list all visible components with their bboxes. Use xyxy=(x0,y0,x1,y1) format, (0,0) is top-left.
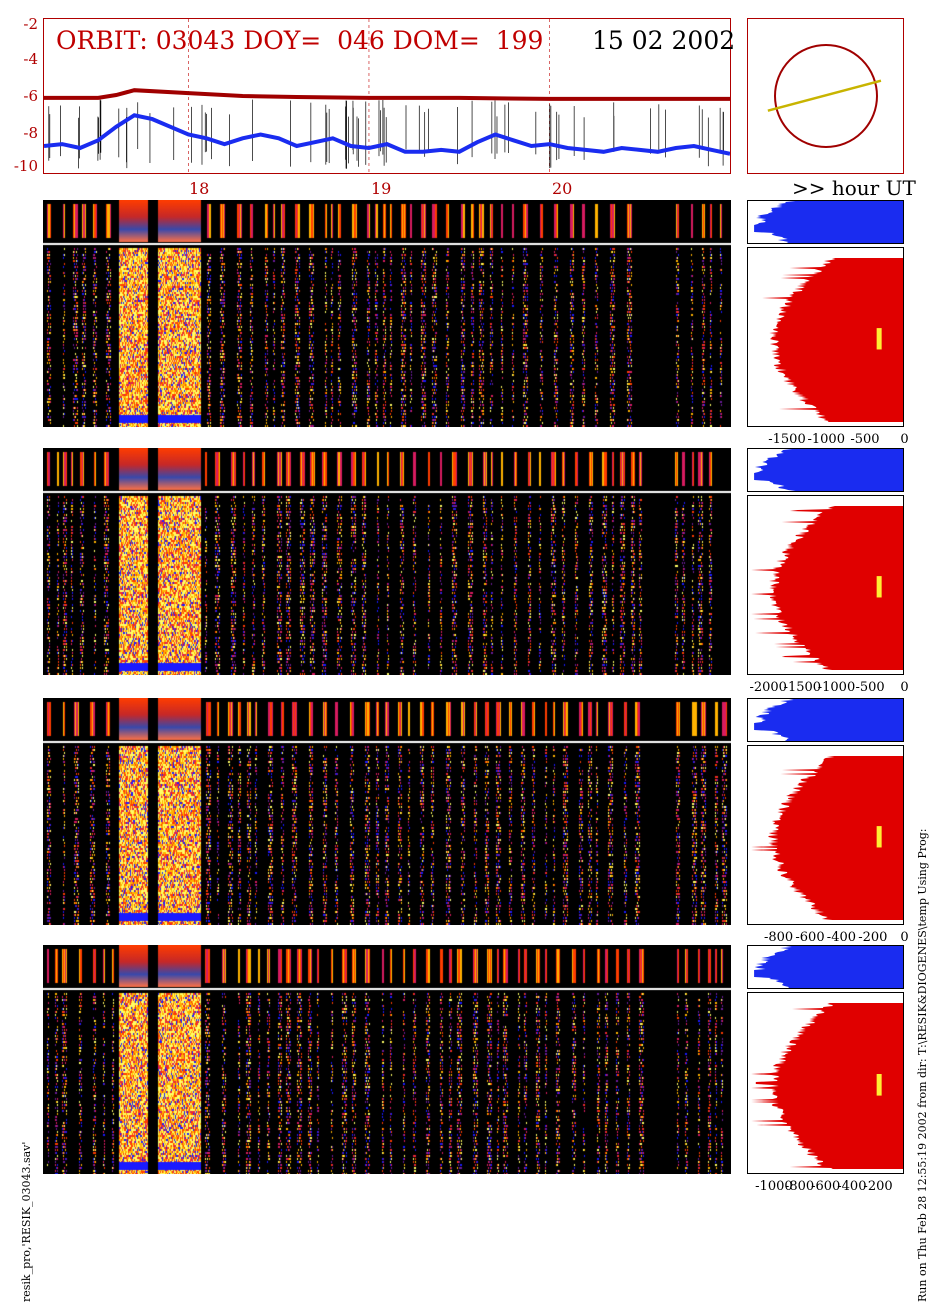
date-label: 15 02 2002 xyxy=(592,26,736,55)
yellow-marker xyxy=(876,826,882,848)
footer-left-note: resik_pro,'RESIK_03043.sav' xyxy=(20,1141,33,1302)
hist-svg xyxy=(754,699,903,741)
orbit-track xyxy=(767,79,882,112)
histogram-red xyxy=(751,756,903,920)
histogram-blue xyxy=(754,449,903,491)
side-axis-tick: -200 xyxy=(863,1179,893,1194)
histogram-red xyxy=(761,258,903,422)
orbit-svg xyxy=(767,44,882,148)
side-axis-tick: 0 xyxy=(900,432,909,447)
histogram-blue xyxy=(754,946,903,988)
hist-svg xyxy=(751,1003,903,1169)
side-axis-tick: -1500 xyxy=(768,432,806,447)
side-hist-main-1 xyxy=(747,247,904,427)
ytick-label: -8 xyxy=(23,124,38,142)
lightcurve-series-2 xyxy=(44,113,730,156)
side-hist-main-2 xyxy=(747,495,904,675)
side-axis-tick: 0 xyxy=(900,680,909,695)
side-axis-tick: 0 xyxy=(900,930,909,945)
side-axis-tick: -500 xyxy=(850,432,880,447)
yellow-marker xyxy=(876,1074,882,1096)
orbit-title: ORBIT: 03043 DOY= 046 DOM= 199 xyxy=(56,26,544,55)
side-axis-tick: -400 xyxy=(837,1179,867,1194)
side-hist-main-3 xyxy=(747,745,904,925)
lightcurve-plot xyxy=(43,18,731,174)
side-axis-tick: -2000 xyxy=(749,680,787,695)
axis-unit-label: >> hour UT xyxy=(792,176,916,200)
side-axis-tick: -400 xyxy=(826,930,857,945)
hist-svg xyxy=(754,449,903,491)
ytick-label: -6 xyxy=(23,87,38,105)
footer-right-note: Run on Thu Feb 28 12:55:19 2002 from dir… xyxy=(916,828,929,1302)
hist-svg xyxy=(754,946,903,988)
hist-svg xyxy=(761,258,903,422)
spectrogram-canvas xyxy=(43,200,731,427)
spectrogram-panel-2 xyxy=(43,448,731,675)
yellow-marker xyxy=(876,576,882,598)
side-hist-top-2 xyxy=(747,448,904,492)
side-axis-tick: -600 xyxy=(811,1179,841,1194)
histogram-blue xyxy=(754,699,903,741)
side-axis-tick: -200 xyxy=(858,930,888,945)
histogram-red xyxy=(751,1003,903,1169)
ytick-label: -10 xyxy=(13,157,38,175)
side-hist-top-3 xyxy=(747,698,904,742)
spectrogram-canvas xyxy=(43,698,731,925)
side-axis-tick: -600 xyxy=(795,930,825,945)
spectrogram-canvas xyxy=(43,945,731,1174)
lightcurve-series-1 xyxy=(44,88,730,101)
ytick-label: -4 xyxy=(23,50,38,68)
orbit-inset xyxy=(747,18,904,174)
side-axis-tick: -800 xyxy=(784,1179,815,1194)
side-hist-top-4 xyxy=(747,945,904,989)
hour-label-20: 20 xyxy=(552,179,573,198)
side-hist-main-4 xyxy=(747,992,904,1174)
yellow-marker xyxy=(876,328,882,350)
hist-svg xyxy=(751,756,903,920)
hist-svg xyxy=(751,506,903,670)
orbit-circle xyxy=(774,44,878,148)
spectrogram-panel-1 xyxy=(43,200,731,427)
ytick-label: -2 xyxy=(23,15,38,33)
side-axis-tick: -1000 xyxy=(755,1179,793,1194)
lightcurve-svg xyxy=(44,19,730,173)
hour-label-19: 19 xyxy=(371,179,392,198)
spectrogram-panel-3 xyxy=(43,698,731,925)
side-hist-top-1 xyxy=(747,200,904,244)
hour-label-18: 18 xyxy=(189,179,210,198)
hist-svg xyxy=(754,201,903,243)
side-axis-tick: -800 xyxy=(764,930,794,945)
side-axis-tick: -1000 xyxy=(807,432,845,447)
side-axis-tick: -500 xyxy=(855,680,885,695)
side-axis-tick: -1000 xyxy=(817,680,856,695)
side-axis-tick: -1500 xyxy=(783,680,822,695)
histogram-red xyxy=(751,506,903,670)
histogram-blue xyxy=(754,201,903,243)
spectrogram-panel-4 xyxy=(43,945,731,1174)
spectrogram-canvas xyxy=(43,448,731,675)
